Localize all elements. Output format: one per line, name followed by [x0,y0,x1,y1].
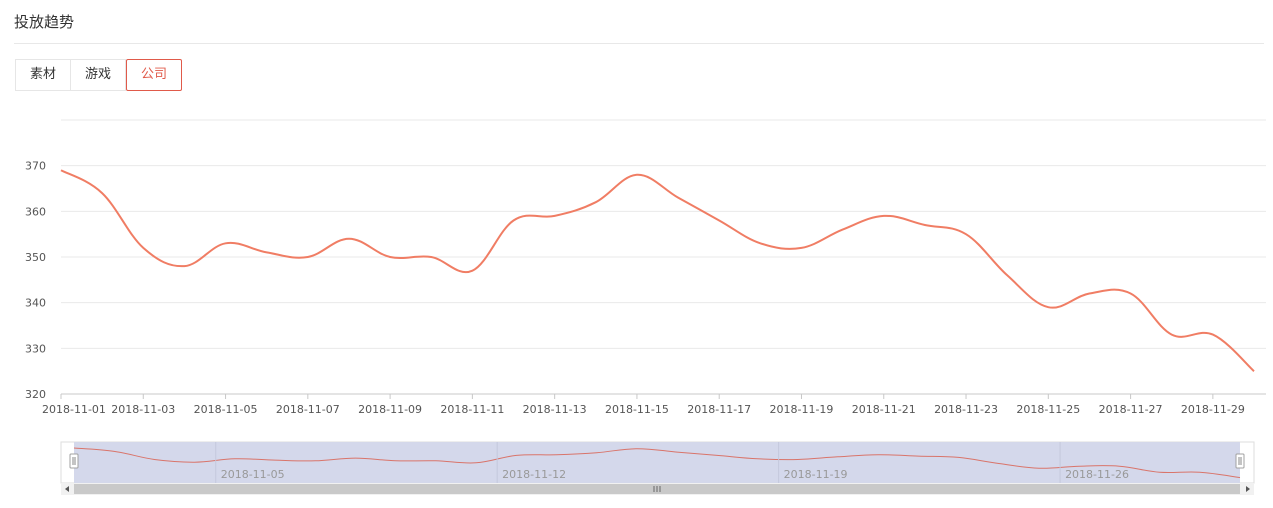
x-tick-label: 2018-11-29 [1181,403,1245,416]
x-tick-label: 2018-11-21 [852,403,916,416]
series-layer [61,170,1254,371]
x-tick-label: 2018-11-19 [770,403,834,416]
y-tick-label: 370 [25,160,46,173]
x-tick-label: 2018-11-17 [687,403,751,416]
page-title: 投放趋势 [14,12,74,32]
zoom-date-label: 2018-11-26 [1065,468,1129,481]
x-tick-label: 2018-11-01 [42,403,106,416]
x-tick-label: 2018-11-27 [1099,403,1163,416]
y-tick-label: 320 [25,388,46,401]
x-tick-label: 2018-11-07 [276,403,340,416]
x-tick-label: 2018-11-23 [934,403,998,416]
y-tick-label: 340 [25,297,46,310]
tab-bar: 素材 游戏 公司 [15,59,182,91]
data-zoom-slider[interactable]: 2018-11-05 2018-11-12 2018-11-19 2018-11-26 [61,442,1254,495]
x-tick-label: 2018-11-05 [194,403,258,416]
title-divider [14,43,1264,44]
zoom-handle-right[interactable] [1236,454,1244,468]
zoom-date-label: 2018-11-05 [221,468,285,481]
x-tick-label: 2018-11-25 [1016,403,1080,416]
x-tick-label: 2018-11-13 [523,403,587,416]
tab-company[interactable]: 公司 [126,59,182,91]
zoom-date-label: 2018-11-19 [784,468,848,481]
y-tick-label: 350 [25,251,46,264]
series-line [61,170,1254,371]
tab-game[interactable]: 游戏 [71,59,126,91]
grid-lines [61,120,1266,394]
x-axis: 2018-11-01 2018-11-03 2018-11-05 2018-11-07… [42,394,1266,416]
zoom-handle-left[interactable] [70,454,78,468]
y-tick-label: 330 [25,342,46,355]
x-tick-label: 2018-11-11 [440,403,504,416]
y-axis-ticks: 320 330 340 350 360 370 [25,160,46,401]
zoom-date-label: 2018-11-12 [502,468,566,481]
x-tick-label: 2018-11-15 [605,403,669,416]
x-tick-label: 2018-11-09 [358,403,422,416]
tab-material[interactable]: 素材 [15,59,71,91]
y-tick-label: 360 [25,205,46,218]
panel-header: 投放趋势 [0,0,1273,44]
x-tick-label: 2018-11-03 [111,403,175,416]
